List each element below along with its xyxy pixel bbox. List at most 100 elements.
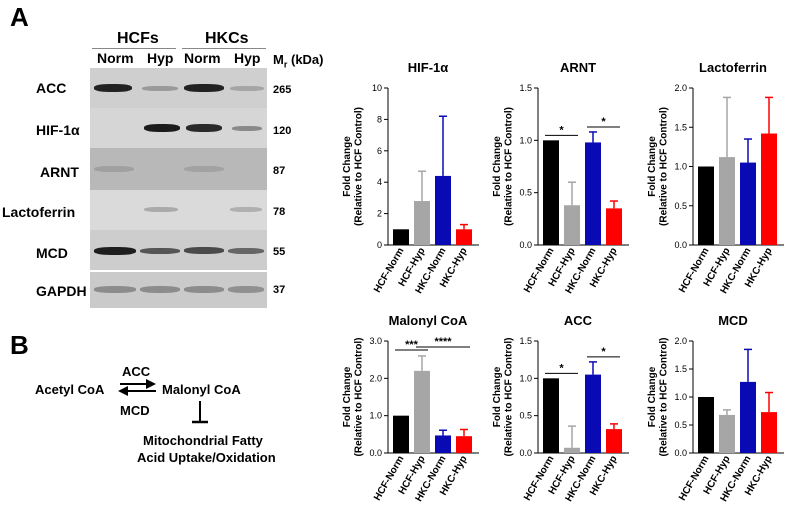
panel-b-letter: B	[10, 330, 29, 360]
band	[144, 124, 180, 132]
y-tick-label: 2.0	[674, 83, 687, 93]
band	[232, 126, 262, 131]
pathway-reverse-enzyme: MCD	[120, 403, 150, 418]
blot-label-gapdh: GAPDH	[36, 283, 87, 299]
pathway-inhibited-line1: Mitochondrial Fatty	[143, 433, 264, 448]
band	[140, 286, 180, 293]
x-tick-label: HCF-Norm	[677, 246, 712, 295]
y-tick-label: 1.0	[519, 373, 532, 383]
x-tick-label: HCF-Norm	[522, 246, 557, 295]
panel-a-letter: A	[10, 2, 29, 32]
mw-label-arnt: 87	[273, 165, 286, 177]
y-tick-label: 8	[377, 114, 382, 124]
band	[144, 207, 178, 212]
y-tick-label: 10	[372, 83, 382, 93]
chart-title: ACC	[564, 313, 593, 328]
band	[184, 286, 224, 293]
condition-label-hcf-hyp: Hyp	[147, 50, 174, 66]
bar-hkc-norm	[740, 381, 756, 453]
y-tick-label: 0.5	[519, 188, 532, 198]
bar-hkc-norm	[740, 162, 756, 245]
band	[94, 286, 136, 293]
y-axis-label: Fold Change(Relative to HCF Control)	[342, 338, 365, 457]
chart-mcd: MCD Fold Change(Relative to HCF Control) 0…	[647, 313, 784, 504]
y-tick-label: 1.5	[674, 122, 687, 132]
band	[94, 247, 136, 255]
blot-label-mcd: MCD	[36, 245, 68, 261]
y-tick-label: 2.0	[674, 336, 687, 346]
bar-hcf-norm	[698, 397, 714, 453]
band	[140, 248, 180, 254]
y-axis-label: Fold Change(Relative to HCF Control)	[647, 107, 670, 226]
condition-label-hkc-hyp: Hyp	[234, 50, 261, 66]
band	[94, 84, 132, 92]
significance-marker: *	[601, 116, 606, 128]
bar-hcf-hyp	[414, 201, 430, 245]
blot-label-lactoferrin: Lactoferrin	[2, 204, 76, 220]
bar-hkc-norm	[435, 435, 451, 453]
chart-title: Malonyl CoA	[389, 313, 468, 328]
pathway-substrate: Acetyl CoA	[35, 382, 105, 397]
significance-marker: *	[601, 346, 606, 358]
chart-lactoferrin: Lactoferrin Fold Change(Relative to HCF C…	[647, 60, 784, 296]
band	[228, 286, 264, 293]
inhibition-arrow	[192, 401, 208, 424]
bar-hcf-hyp	[719, 414, 735, 453]
group-label-hkcs: HKCs	[205, 30, 249, 47]
group-label-hcfs: HCFs	[117, 30, 159, 47]
x-tick-label: HCF-Norm	[677, 454, 712, 503]
significance-marker: *	[559, 362, 564, 374]
x-tick-label: HCF-Norm	[522, 454, 557, 503]
y-tick-label: 1.5	[519, 336, 532, 346]
chart-title: Lactoferrin	[699, 60, 767, 75]
bar-hcf-norm	[393, 415, 409, 453]
blot-strip-acc	[90, 68, 267, 108]
band	[94, 166, 134, 172]
bar-hcf-hyp	[564, 205, 580, 245]
y-tick-label: 0.5	[674, 201, 687, 211]
bar-hkc-hyp	[761, 133, 777, 245]
y-tick-label: 3.0	[369, 336, 382, 346]
bar-hkc-hyp	[606, 208, 622, 245]
y-tick-label: 1.5	[519, 83, 532, 93]
y-tick-label: 0.0	[674, 448, 687, 458]
y-tick-label: 1.0	[519, 135, 532, 145]
bar-hkc-hyp	[606, 429, 622, 453]
y-tick-label: 4	[377, 177, 382, 187]
pathway-forward-enzyme: ACC	[122, 364, 151, 379]
blot-strip-mcd	[90, 230, 267, 270]
chart-malonyl-coa: Malonyl CoA Fold Change(Relative to HCF C…	[342, 313, 479, 504]
y-tick-label: 0.0	[519, 448, 532, 458]
y-axis-label: Fold Change(Relative to HCF Control)	[492, 107, 515, 226]
significance-marker: *	[559, 124, 564, 136]
blot-label-acc: ACC	[36, 80, 67, 96]
chart-title: HIF-1α	[408, 60, 449, 75]
molecular-weight-header: Mr (kDa)	[273, 52, 324, 70]
band	[186, 124, 222, 132]
condition-label-hkc-norm: Norm	[184, 50, 221, 66]
band	[230, 207, 262, 212]
y-tick-label: 2	[377, 209, 382, 219]
mw-label-hif1a: 120	[273, 125, 292, 137]
bar-hkc-hyp	[761, 412, 777, 453]
bar-hkc-norm	[435, 175, 451, 245]
blot-strip-arnt	[90, 148, 267, 190]
y-tick-label: 0.0	[674, 240, 687, 250]
y-tick-label: 0.5	[674, 420, 687, 430]
y-tick-label: 1.5	[674, 364, 687, 374]
y-tick-label: 0	[377, 240, 382, 250]
y-tick-label: 1.0	[369, 411, 382, 421]
band	[184, 166, 224, 172]
blot-label-hif1a: HIF-1α	[36, 122, 80, 138]
band	[230, 86, 264, 91]
mr-symbol: M	[273, 52, 284, 67]
chart-arnt: ARNT Fold Change(Relative to HCF Control)…	[492, 60, 629, 296]
condition-label-hcf-norm: Norm	[97, 50, 134, 66]
mw-label-lactoferrin: 78	[273, 206, 286, 218]
bar-hkc-hyp	[456, 229, 472, 245]
reverse-arrow	[118, 386, 156, 396]
chart-title: ARNT	[560, 60, 596, 75]
x-tick-label: HCF-Norm	[372, 246, 407, 295]
pathway-inhibited-line2: Acid Uptake/Oxidation	[137, 450, 276, 465]
mw-label-gapdh: 37	[273, 284, 286, 296]
